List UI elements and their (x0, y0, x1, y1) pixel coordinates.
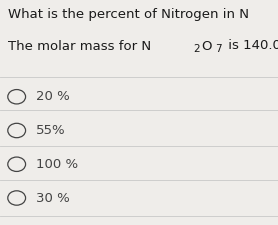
Text: The molar mass for N: The molar mass for N (8, 40, 152, 52)
Text: 2: 2 (193, 44, 200, 54)
Text: 20 %: 20 % (36, 90, 70, 103)
Text: 55%: 55% (36, 124, 66, 137)
Text: is 140.02 g/mol: is 140.02 g/mol (224, 40, 278, 52)
Text: 100 %: 100 % (36, 158, 78, 171)
Text: 7: 7 (215, 44, 222, 54)
Text: O: O (202, 40, 212, 52)
Text: 30 %: 30 % (36, 191, 70, 205)
Text: What is the percent of Nitrogen in N: What is the percent of Nitrogen in N (8, 8, 249, 21)
